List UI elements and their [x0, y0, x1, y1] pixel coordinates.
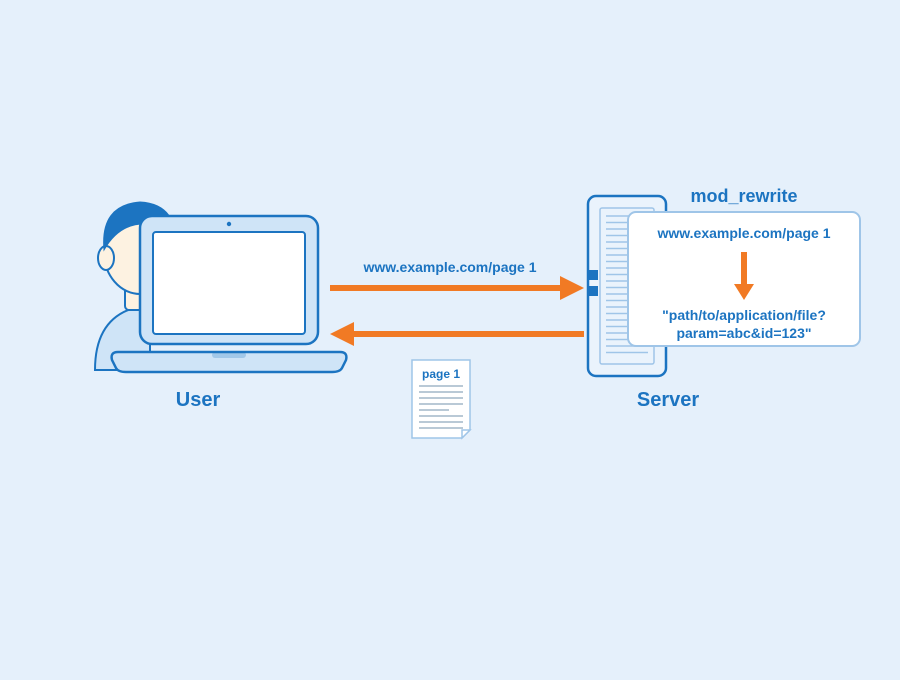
- page-document-icon: page 1: [412, 360, 470, 438]
- page-label: page 1: [422, 367, 460, 381]
- rewrite-output-line1: "path/to/application/file?: [662, 307, 826, 323]
- diagram-canvas: User www.example.com/page 1 page 1 Serve…: [0, 0, 900, 680]
- rewrite-title: mod_rewrite: [690, 186, 797, 206]
- server-label: Server: [637, 389, 699, 411]
- rewrite-input-url: www.example.com/page 1: [657, 225, 831, 241]
- rewrite-output-line2: param=abc&id=123": [676, 325, 811, 341]
- user-label: User: [176, 389, 221, 411]
- request-url-label: www.example.com/page 1: [363, 259, 537, 275]
